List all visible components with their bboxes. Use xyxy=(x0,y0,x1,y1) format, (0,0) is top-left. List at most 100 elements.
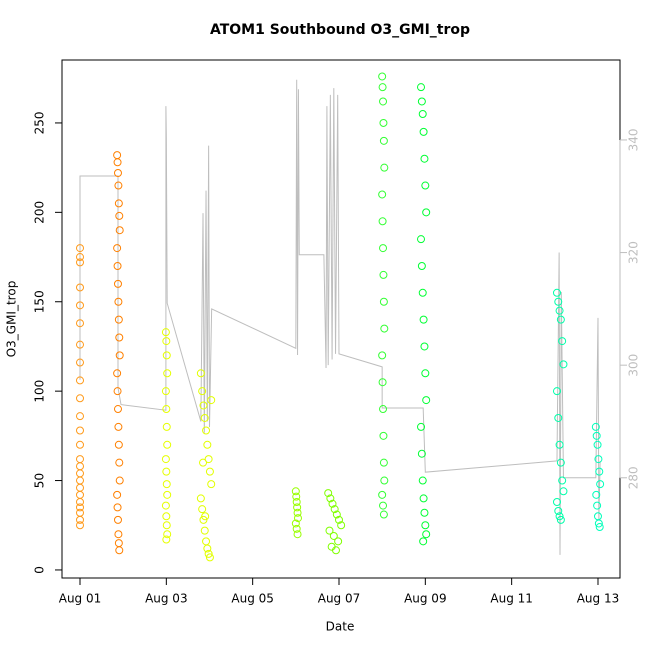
x-tick-label: Aug 11 xyxy=(490,592,533,606)
data-point xyxy=(594,519,603,528)
data-point xyxy=(76,244,84,253)
data-point xyxy=(593,440,602,449)
data-point xyxy=(114,315,123,324)
data-point xyxy=(331,546,340,555)
chart-title: ATOM1 Southbound O3_GMI_trop xyxy=(210,22,470,38)
data-point xyxy=(420,342,429,351)
x-tick-label: Aug 03 xyxy=(145,592,188,606)
data-point xyxy=(76,440,84,449)
data-point xyxy=(419,127,428,136)
data-point xyxy=(417,83,426,92)
data-point xyxy=(418,288,427,297)
y2-tick-label: 320 xyxy=(627,241,641,264)
data-point xyxy=(378,72,387,81)
data-point xyxy=(76,515,84,524)
data-point xyxy=(328,499,337,508)
data-point xyxy=(161,328,170,337)
data-point xyxy=(552,498,561,507)
data-point xyxy=(163,369,172,378)
plot-area xyxy=(76,72,605,562)
data-point xyxy=(207,480,216,489)
data-point xyxy=(162,512,171,521)
data-point xyxy=(418,109,427,118)
data-point xyxy=(198,505,207,514)
y-tick-label: 50 xyxy=(33,473,47,488)
data-point xyxy=(556,315,565,324)
data-point xyxy=(591,422,600,431)
data-point xyxy=(554,413,563,422)
data-point xyxy=(378,490,387,499)
data-point xyxy=(114,422,123,431)
data-point xyxy=(559,487,568,496)
data-point xyxy=(76,340,84,349)
data-point xyxy=(199,458,208,467)
x-tick-label: Aug 09 xyxy=(404,592,447,606)
data-point xyxy=(420,154,429,163)
data-point xyxy=(115,211,124,220)
data-point xyxy=(417,97,426,106)
data-point xyxy=(378,217,387,226)
data-point xyxy=(114,181,123,190)
data-point xyxy=(163,530,172,539)
data-point xyxy=(379,501,388,510)
data-point xyxy=(293,508,302,517)
data-point xyxy=(334,537,343,546)
data-point xyxy=(379,297,388,306)
data-point xyxy=(205,467,214,476)
data-point xyxy=(198,387,207,396)
data-point xyxy=(76,503,84,512)
data-point xyxy=(421,369,430,378)
data-point xyxy=(418,476,427,485)
data-point xyxy=(324,489,333,498)
data-point xyxy=(163,440,172,449)
data-point xyxy=(113,261,122,270)
data-point xyxy=(378,190,387,199)
x-tick-label: Aug 01 xyxy=(59,592,102,606)
data-point xyxy=(162,405,171,414)
data-point xyxy=(595,523,604,532)
data-point xyxy=(378,378,387,387)
y-tick-label: 250 xyxy=(33,111,47,134)
data-point xyxy=(420,508,429,517)
x-tick-label: Aug 07 xyxy=(318,592,361,606)
y-tick-label: 100 xyxy=(33,380,47,403)
data-point xyxy=(293,530,302,539)
data-point xyxy=(199,401,208,410)
data-point xyxy=(596,480,605,489)
data-point xyxy=(76,258,84,267)
data-point xyxy=(76,253,84,262)
data-point xyxy=(76,376,84,385)
data-point xyxy=(162,521,171,530)
data-point xyxy=(421,181,430,190)
data-point xyxy=(204,549,213,558)
data-point xyxy=(76,283,84,292)
x-axis-label: Date xyxy=(326,620,355,634)
data-point xyxy=(163,490,172,499)
data-point xyxy=(292,492,301,501)
data-point xyxy=(554,297,563,306)
data-point xyxy=(592,490,601,499)
data-point xyxy=(162,337,171,346)
data-point xyxy=(379,510,388,519)
data-point xyxy=(293,503,302,512)
data-point xyxy=(114,530,123,539)
data-point xyxy=(422,208,431,217)
y-tick-label: 200 xyxy=(33,201,47,224)
data-point xyxy=(417,235,426,244)
data-point xyxy=(379,97,388,106)
data-point xyxy=(291,519,300,528)
data-point xyxy=(379,270,388,279)
data-point xyxy=(113,387,122,396)
data-point xyxy=(291,487,300,496)
data-point xyxy=(203,440,212,449)
data-point xyxy=(556,515,565,524)
y2-tick-label: 280 xyxy=(627,466,641,489)
data-point xyxy=(380,324,389,333)
data-point xyxy=(76,301,84,310)
data-point xyxy=(595,467,604,476)
data-point xyxy=(422,530,431,539)
data-point xyxy=(201,512,210,521)
data-point xyxy=(196,369,205,378)
